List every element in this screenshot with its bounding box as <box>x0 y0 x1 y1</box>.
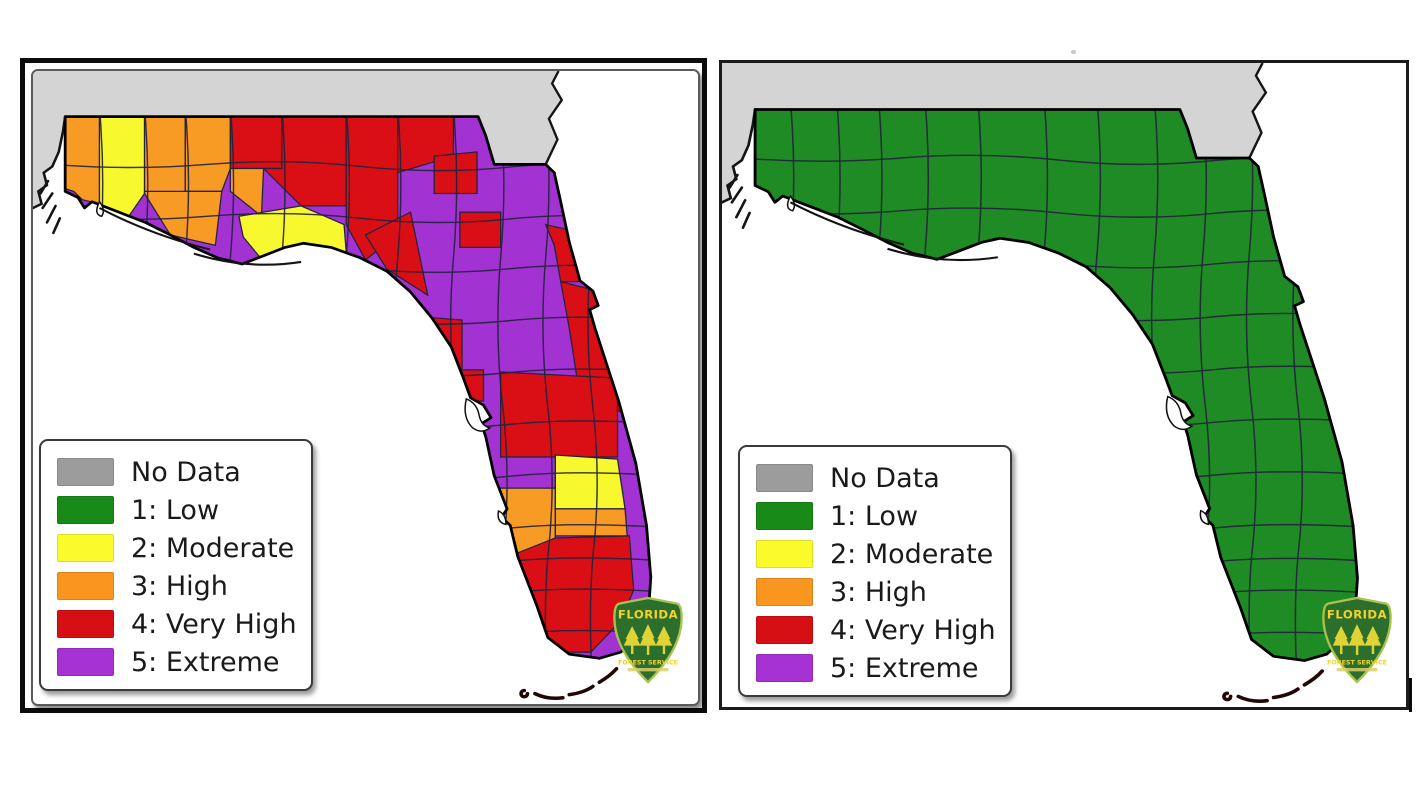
legend-label: 2: Moderate <box>830 538 994 570</box>
county-cell-c02 <box>98 116 146 220</box>
legend-item: 5: Extreme <box>756 649 1000 687</box>
legend-swatch-low <box>57 496 114 524</box>
legend-box: No Data 1: Low 2: Moderate 3: High 4: Ve… <box>738 445 1012 697</box>
county-cell-c12 <box>364 211 429 297</box>
legend-item: 4: Very High <box>57 605 301 643</box>
legend-item: 3: High <box>57 567 301 605</box>
state-outline <box>753 108 1359 662</box>
legend-label: 1: Low <box>131 494 220 526</box>
legend-swatch-high <box>57 572 114 600</box>
legend-box: No Data 1: Low 2: Moderate 3: High 4: Ve… <box>39 439 313 691</box>
county-cell-c29 <box>554 454 626 510</box>
state-outline <box>63 115 653 660</box>
image-artifact <box>1071 50 1076 54</box>
legend-label: 2: Moderate <box>131 532 295 564</box>
county-cell-c30 <box>554 508 628 537</box>
legend-swatch-no-data <box>756 464 813 492</box>
state-shape <box>755 109 1358 661</box>
no-data-region <box>722 63 1266 203</box>
legend-swatch-extreme <box>756 654 813 682</box>
legend-label: No Data <box>830 462 940 494</box>
legend-label: 4: Very High <box>131 608 297 640</box>
alabama-coastline <box>722 108 757 229</box>
legend-label: 1: Low <box>830 500 919 532</box>
alabama-coastline <box>33 115 67 235</box>
no-data-region <box>33 71 562 208</box>
legend-label: 3: High <box>131 570 228 602</box>
bay-inlet <box>1199 509 1210 526</box>
bay-inlet <box>497 509 507 526</box>
legend-label: No Data <box>131 456 241 488</box>
text-cursor <box>1409 678 1412 712</box>
county-cell-c17 <box>459 211 502 249</box>
barrier-islands <box>789 201 998 262</box>
legend-item: 1: Low <box>57 491 301 529</box>
legend-swatch-very-high <box>756 616 813 644</box>
county-cell-c06 <box>229 116 283 170</box>
county-cell-c01 <box>65 116 101 205</box>
legend-label: 3: High <box>830 576 927 608</box>
county-cell-c04 <box>184 116 231 192</box>
legend-item: 5: Extreme <box>57 643 301 681</box>
legend-swatch-low <box>756 502 813 530</box>
logo-subtitle: FOREST SERVICE <box>618 659 678 666</box>
logo-tagline-bar <box>1336 668 1378 672</box>
legend-item: No Data <box>756 459 1000 497</box>
legend-item: 3: High <box>756 573 1000 611</box>
legend-label: 5: Extreme <box>131 646 280 678</box>
map-frame-right: No Data 1: Low 2: Moderate 3: High 4: Ve… <box>722 63 1406 707</box>
legend-item: No Data <box>57 453 301 491</box>
legend-swatch-moderate <box>756 540 813 568</box>
legend-item: 4: Very High <box>756 611 1000 649</box>
bay-inlet <box>464 397 492 432</box>
legend-swatch-extreme <box>57 648 114 676</box>
legend-item: 2: Moderate <box>57 529 301 567</box>
florida-keys <box>519 666 619 701</box>
legend-swatch-high <box>756 578 813 606</box>
legend-item: 2: Moderate <box>756 535 1000 573</box>
legend-swatch-very-high <box>57 610 114 638</box>
logo-trees-icon <box>623 624 673 655</box>
state-shape <box>65 116 651 659</box>
logo-trees-icon <box>1332 624 1382 655</box>
fire-danger-map-panel-right: No Data 1: Low 2: Moderate 3: High 4: Ve… <box>719 60 1409 710</box>
logo-tagline-bar <box>627 668 669 672</box>
county-cell-c23 <box>500 371 619 458</box>
legend-label: 4: Very High <box>830 614 996 646</box>
florida-keys <box>1222 669 1325 703</box>
florida-forest-service-logo: FLORIDA FOREST SERVICE <box>613 596 683 684</box>
legend-swatch-no-data <box>57 458 114 486</box>
logo-subtitle: FOREST SERVICE <box>1327 659 1387 666</box>
georgia-coastline <box>1248 63 1268 159</box>
county-cell-c03 <box>143 116 186 195</box>
fire-danger-map-panel-left: No Data 1: Low 2: Moderate 3: High 4: Ve… <box>20 58 707 713</box>
logo-title: FLORIDA <box>1327 608 1387 622</box>
legend-item: 1: Low <box>756 497 1000 535</box>
logo-title: FLORIDA <box>618 608 678 622</box>
legend-swatch-moderate <box>57 534 114 562</box>
georgia-coastline <box>544 71 564 165</box>
barrier-islands <box>98 207 302 266</box>
legend-label: 5: Extreme <box>830 652 979 684</box>
county-cell-c14 <box>433 151 478 195</box>
map-frame-left: No Data 1: Low 2: Moderate 3: High 4: Ve… <box>31 69 700 706</box>
bay-inlet <box>1165 395 1194 431</box>
florida-forest-service-logo: FLORIDA FOREST SERVICE <box>1322 596 1392 684</box>
